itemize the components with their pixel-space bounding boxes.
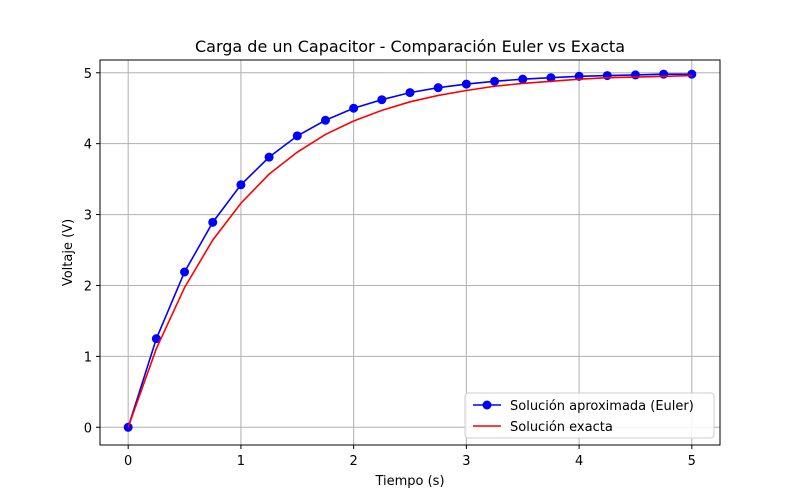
series-0-point: [602, 71, 612, 81]
legend-box: [464, 392, 715, 439]
legend-label-1: Solución exacta: [510, 420, 613, 435]
series-0-point: [349, 103, 359, 113]
series-0-point: [490, 76, 500, 86]
series-0-point: [659, 69, 669, 79]
grid: [100, 60, 720, 445]
series-line-1: [127, 74, 692, 428]
series-0-point: [264, 152, 274, 162]
legend: Solución aproximada (Euler) Solución exac…: [464, 392, 715, 439]
series-0-point: [151, 334, 161, 344]
y-tick-label: 1: [84, 350, 92, 365]
legend-marker-0: [482, 400, 492, 410]
y-tick-label: 0: [84, 421, 92, 436]
x-axis-label: Tiempo (s): [374, 474, 444, 489]
series-0-point: [236, 180, 246, 190]
x-tick-label: 4: [575, 454, 583, 469]
series-0-point: [123, 422, 133, 432]
series-0-point: [687, 69, 697, 79]
series-0-point: [208, 217, 218, 227]
series-layer: [123, 69, 697, 432]
y-axis-label: Voltaje (V): [61, 219, 76, 286]
x-tick-label: 3: [462, 454, 470, 469]
x-tick-label: 5: [688, 454, 696, 469]
series-0-point: [546, 73, 556, 83]
series-0-point: [320, 115, 330, 125]
ticks: 0 1 2 3 4 5 0 1 2 3 4 5: [84, 67, 696, 469]
series-0-point: [433, 83, 443, 93]
series-0-point: [292, 131, 302, 141]
y-tick-label: 2: [84, 279, 92, 294]
plot-frame: [99, 59, 721, 446]
y-tick-label: 5: [84, 67, 92, 82]
series-0-point: [180, 267, 190, 277]
series-0-point: [630, 70, 640, 80]
chart-title: Carga de un Capacitor - Comparación Eule…: [195, 37, 625, 56]
y-tick-label: 3: [84, 209, 92, 224]
legend-label-0: Solución aproximada (Euler): [510, 399, 694, 414]
series-0-point: [461, 79, 471, 89]
series-0-point: [518, 74, 528, 84]
x-tick-label: 1: [237, 454, 245, 469]
y-tick-label: 4: [84, 138, 92, 153]
series-0-point: [405, 88, 415, 98]
x-tick-label: 2: [349, 454, 357, 469]
x-tick-label: 0: [124, 454, 132, 469]
series-0-point: [377, 95, 387, 105]
